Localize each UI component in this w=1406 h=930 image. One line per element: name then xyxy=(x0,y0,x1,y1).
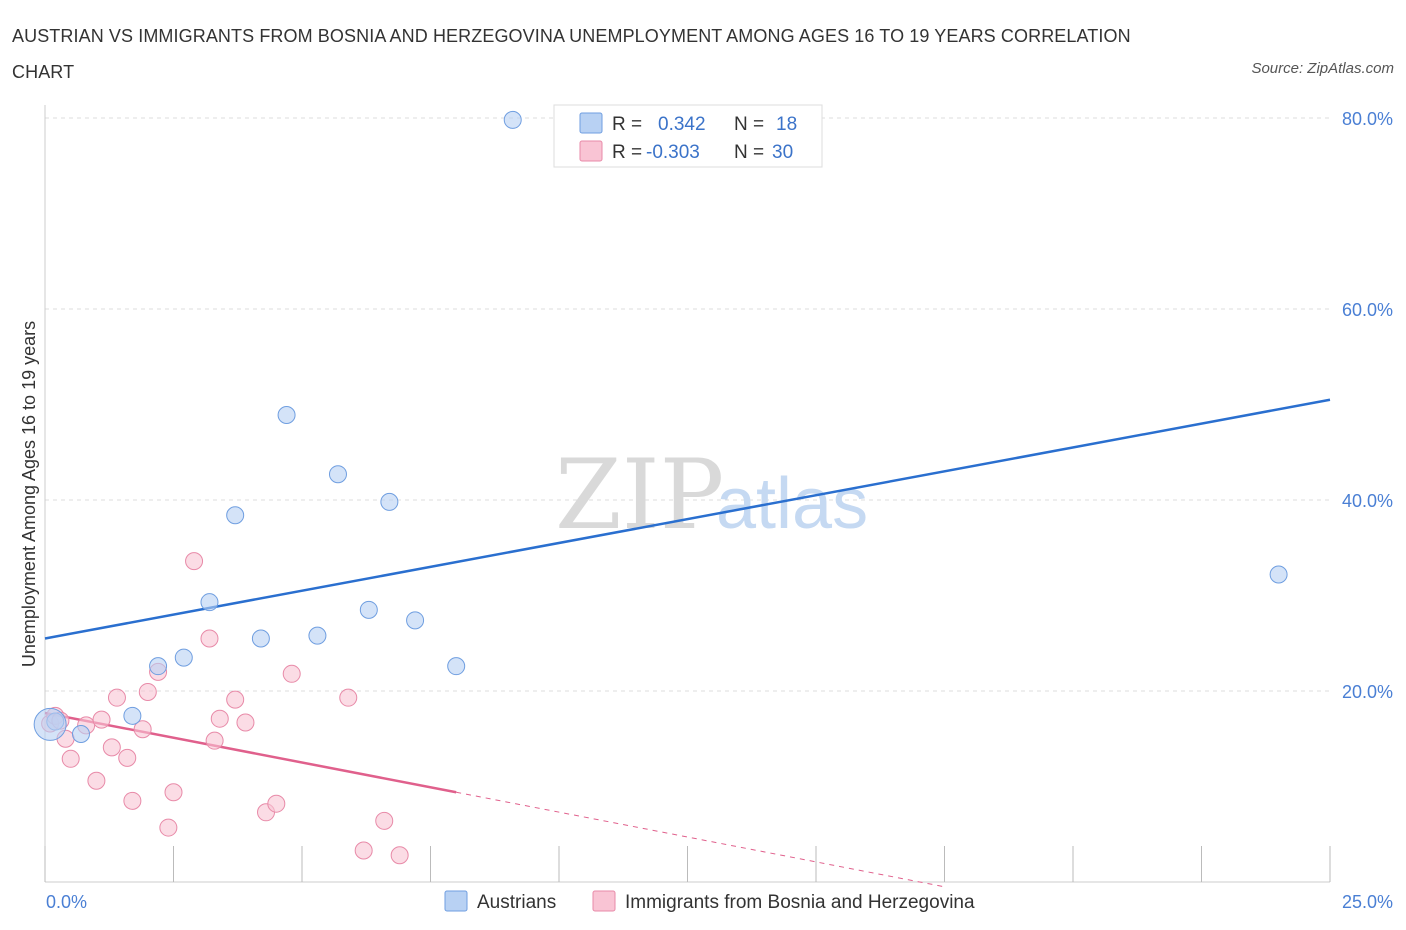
point-austrians xyxy=(251,629,270,648)
point-austrians xyxy=(33,707,67,741)
gridlines xyxy=(45,117,1330,692)
legend-series: Austrians Immigrants from Bosnia and Her… xyxy=(444,890,975,913)
point-bosnia xyxy=(226,690,245,709)
point-bosnia xyxy=(375,811,394,830)
point-austrians xyxy=(328,465,347,484)
watermark-zip: ZIP xyxy=(555,439,724,551)
point-austrians xyxy=(447,657,466,676)
trend-line-austrians xyxy=(44,398,1331,640)
point-austrians xyxy=(123,706,142,725)
legend-bottom-swatch-austrians xyxy=(444,890,468,912)
legend-bottom-label-austrians: Austrians xyxy=(477,892,556,913)
legend-swatch-bosnia xyxy=(579,140,603,162)
legend-r-label-1: R = xyxy=(612,114,642,135)
data-points xyxy=(33,110,1288,865)
trend-line-bosnia-solid xyxy=(44,711,457,794)
legend-bottom-swatch-bosnia xyxy=(592,890,616,912)
point-austrians xyxy=(503,110,522,129)
x-axis-ticks xyxy=(44,846,1331,882)
point-austrians xyxy=(1269,565,1288,584)
point-bosnia xyxy=(339,688,358,707)
point-austrians xyxy=(406,611,425,630)
chart-title: AUSTRIAN VS IMMIGRANTS FROM BOSNIA AND H… xyxy=(12,26,1131,82)
point-bosnia xyxy=(185,552,204,571)
watermark: ZIP atlas xyxy=(555,439,868,551)
legend-r-value-2: -0.303 xyxy=(646,142,700,163)
point-austrians xyxy=(277,406,296,425)
point-austrians xyxy=(71,724,90,743)
x-tick-labels: 0.0% 25.0% xyxy=(46,892,1393,912)
point-austrians xyxy=(359,600,378,619)
point-bosnia xyxy=(87,771,106,790)
point-bosnia xyxy=(159,818,178,837)
point-austrians xyxy=(308,626,327,645)
point-bosnia xyxy=(123,791,142,810)
point-bosnia xyxy=(200,629,219,648)
legend-swatch-austrians xyxy=(579,112,603,134)
y-tick-label: 20.0% xyxy=(1342,682,1393,702)
x-tick-label-max: 25.0% xyxy=(1342,892,1393,912)
point-bosnia xyxy=(164,783,183,802)
trend-line-bosnia-extension xyxy=(456,791,945,888)
legend-n-value-1: 18 xyxy=(776,114,797,135)
point-austrians xyxy=(200,593,219,612)
legend-r-label-2: R = xyxy=(612,142,642,163)
legend-n-label-2: N = xyxy=(734,142,764,163)
point-bosnia xyxy=(210,709,229,728)
point-bosnia xyxy=(138,682,157,701)
point-austrians xyxy=(174,648,193,667)
y-tick-label: 80.0% xyxy=(1342,109,1393,129)
point-bosnia xyxy=(267,794,286,813)
point-austrians xyxy=(149,657,168,676)
point-bosnia xyxy=(205,731,224,750)
point-bosnia xyxy=(236,713,255,732)
point-bosnia xyxy=(118,748,137,767)
point-bosnia xyxy=(354,841,373,860)
point-austrians xyxy=(226,506,245,525)
legend-stats: R = 0.342 N = 18 R = -0.303 N = 30 xyxy=(553,104,823,168)
point-bosnia xyxy=(282,664,301,683)
legend-bottom-label-bosnia: Immigrants from Bosnia and Herzegovina xyxy=(625,892,975,913)
y-tick-label: 40.0% xyxy=(1342,491,1393,511)
point-bosnia xyxy=(107,688,126,707)
legend-r-value-1: 0.342 xyxy=(658,114,706,135)
point-bosnia xyxy=(92,710,111,729)
watermark-atlas: atlas xyxy=(716,464,868,544)
legend-n-value-2: 30 xyxy=(772,142,793,163)
y-tick-label: 60.0% xyxy=(1342,300,1393,320)
legend-n-label-1: N = xyxy=(734,114,764,135)
point-austrians xyxy=(380,492,399,511)
x-tick-label-min: 0.0% xyxy=(46,892,87,912)
y-axis-label: Unemployment Among Ages 16 to 19 years xyxy=(19,321,39,667)
chart-source: Source: ZipAtlas.com xyxy=(1251,60,1394,77)
trend-lines xyxy=(44,398,1331,888)
point-bosnia xyxy=(133,720,152,739)
point-bosnia xyxy=(102,738,121,757)
point-bosnia xyxy=(61,749,80,768)
point-bosnia xyxy=(390,846,409,865)
y-tick-labels: 20.0% 40.0% 60.0% 80.0% xyxy=(1342,109,1393,702)
